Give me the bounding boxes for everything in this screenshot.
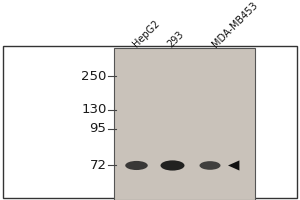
Text: MDA-MB453: MDA-MB453 <box>210 0 260 49</box>
Polygon shape <box>228 160 239 171</box>
Ellipse shape <box>160 160 184 171</box>
Text: 130: 130 <box>81 103 106 116</box>
Text: 293: 293 <box>165 29 186 49</box>
Ellipse shape <box>125 161 148 170</box>
Bar <box>114 48 255 200</box>
Text: 72: 72 <box>89 159 106 172</box>
Text: 250: 250 <box>81 70 106 83</box>
Text: HepG2: HepG2 <box>131 19 162 49</box>
Text: 95: 95 <box>90 122 106 135</box>
Ellipse shape <box>200 161 220 170</box>
